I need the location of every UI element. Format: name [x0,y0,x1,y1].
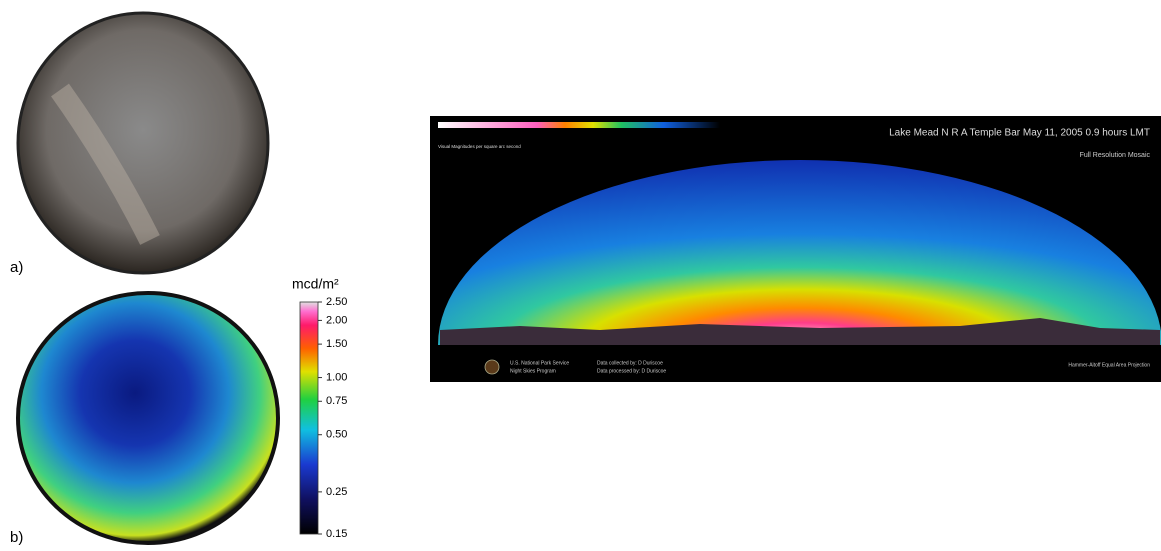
magnitude-bar [438,122,720,128]
colorbar-tick-label: 0.25 [326,486,347,498]
mosaic-subtitle: Full Resolution Mosaic [1080,152,1151,159]
colorbar-unit: mcd/m² [292,276,339,292]
colorbar-tick-label: 2.50 [326,296,347,308]
colorbar-tick-label: 1.00 [326,371,347,383]
projection-label: Hammer-Aitoff Equal Area Projection [1068,362,1150,368]
credit: U.S. National Park Service [510,360,569,366]
colorbar-tick-label: 0.75 [326,395,347,407]
panel-label: b) [10,529,23,546]
panel-label: a) [10,259,23,276]
mosaic-title: Lake Mead N R A Temple Bar May 11, 2005 … [889,128,1150,139]
colorbar-tick-label: 2.00 [326,314,347,326]
colorbar-tick-label: 0.15 [326,528,347,540]
colorbar [300,302,318,534]
data-credit: Data processed by: D Duriscoe [597,368,666,374]
credit: Night Skies Program [510,368,556,374]
nps-logo [485,360,499,374]
data-credit: Data collected by: D Duriscoe [597,360,663,366]
luminance-map [18,293,278,543]
figure: a) b) mcd/m² 2.50 2.00 1.50 1.00 0.75 0.50 0.2… [0,0,1161,546]
scale-label: Visual Magnitudes per square arc second [438,144,521,149]
colorbar-tick-label: 0.50 [326,429,347,441]
colorbar-tick-label: 1.50 [326,338,347,350]
